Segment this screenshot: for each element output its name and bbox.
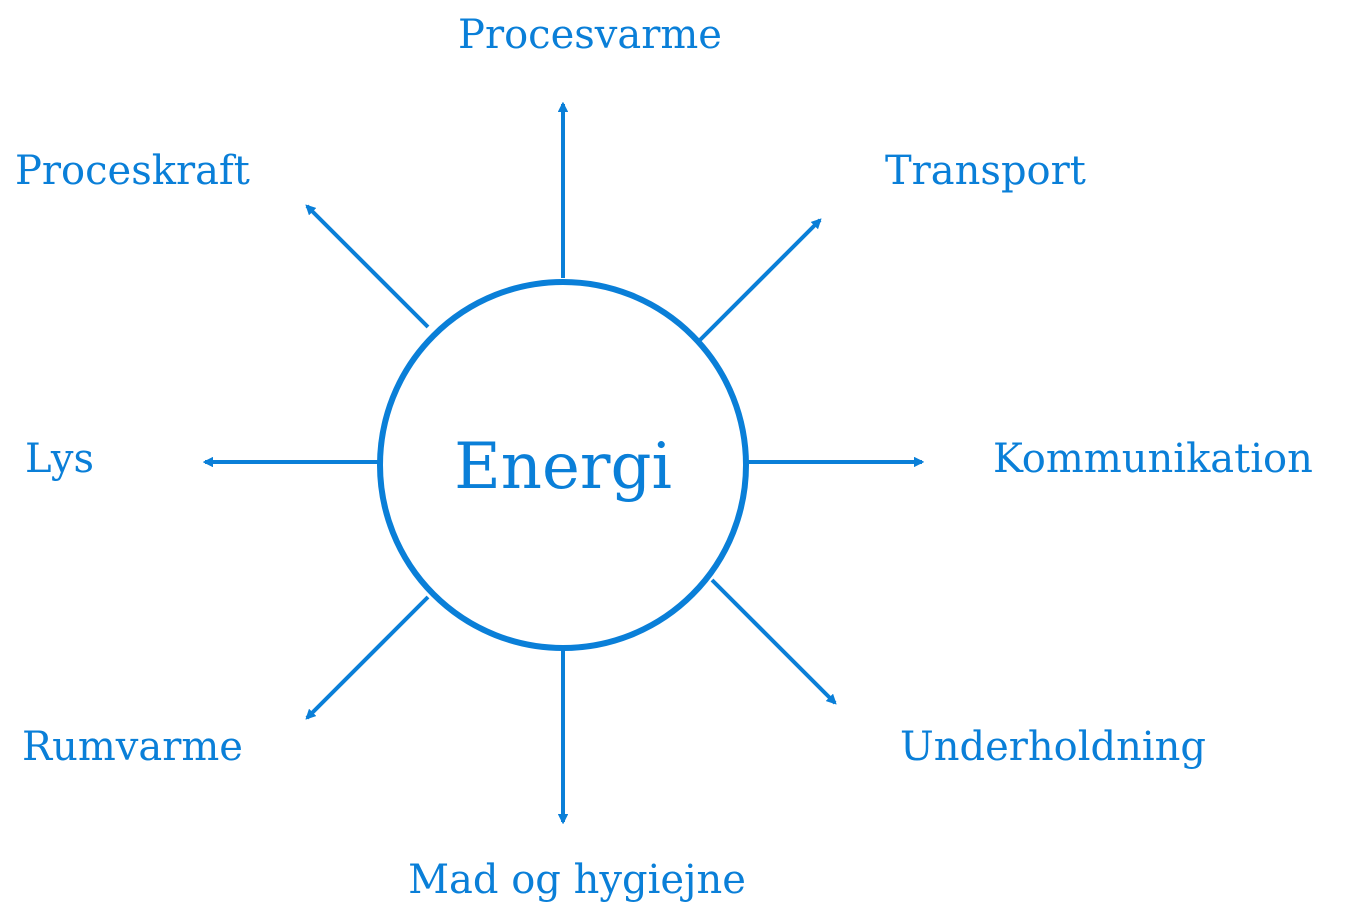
node-label: Underholdning [900, 724, 1206, 770]
arrow [698, 220, 820, 342]
node-label: Rumvarme [22, 724, 243, 770]
node-label: Procesvarme [458, 12, 722, 58]
node-label: Transport [885, 148, 1086, 194]
arrow [307, 206, 430, 329]
center-circle [377, 279, 749, 651]
arrow [307, 595, 430, 718]
arrows [205, 104, 922, 822]
node-label: Proceskraft [15, 148, 250, 194]
node-label: Lys [25, 436, 94, 482]
center-label: Energi [454, 430, 672, 504]
node-label: Kommunikation [993, 436, 1313, 482]
arrow [710, 578, 835, 703]
node-label: Mad og hygiejne [408, 857, 746, 903]
